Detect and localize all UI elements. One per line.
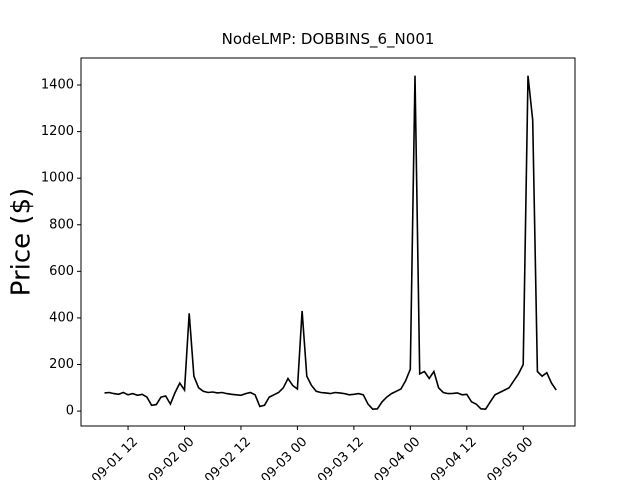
x-tick-label: 09-01 12 xyxy=(89,434,141,480)
x-tick-label: 09-04 12 xyxy=(428,434,480,480)
axes-frame xyxy=(80,57,576,427)
y-tick-label: 1000 xyxy=(41,171,74,186)
y-axis-label: Price ($) xyxy=(7,188,37,297)
x-tick-label: 09-05 00 xyxy=(484,434,536,480)
y-tick-label: 1400 xyxy=(41,78,74,93)
x-tick-label: 09-04 00 xyxy=(371,434,423,480)
x-tick-label: 09-03 12 xyxy=(315,434,367,480)
x-tick-label: 09-03 00 xyxy=(259,434,311,480)
y-tick-label: 400 xyxy=(49,310,74,325)
y-tick-label: 0 xyxy=(66,404,74,419)
price-line xyxy=(104,75,557,411)
y-tick-label: 600 xyxy=(49,264,74,279)
y-tick-label: 1200 xyxy=(41,124,74,139)
chart-title: NodeLMP: DOBBINS_6_N001 xyxy=(222,30,435,49)
y-tick-label: 800 xyxy=(49,217,74,232)
y-tick-label: 200 xyxy=(49,357,74,372)
x-tick-label: 09-02 00 xyxy=(146,434,198,480)
x-tick-label: 09-02 12 xyxy=(202,434,254,480)
